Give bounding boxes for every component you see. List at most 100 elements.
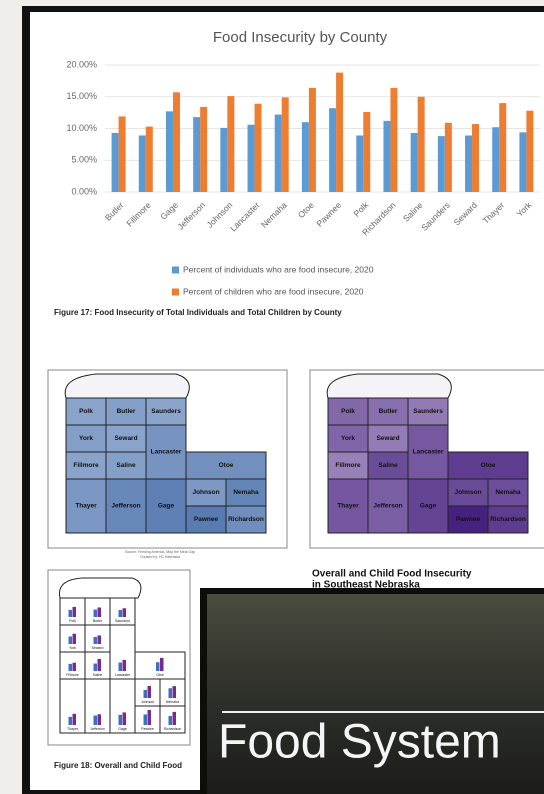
y-tick-label: 10.00% <box>66 123 97 133</box>
county-label: Richardson <box>164 727 182 731</box>
bar <box>526 111 533 192</box>
county-label: Otoe <box>481 462 496 469</box>
bar <box>220 128 227 192</box>
legend-label: Percent of individuals who are food inse… <box>183 264 374 274</box>
bar <box>336 73 343 192</box>
map-outline <box>327 374 451 398</box>
bar <box>119 116 126 192</box>
map-title: Overall and Child Food Insecurity <box>312 569 472 580</box>
county-label: Lancaster <box>115 673 131 677</box>
mini-bar <box>156 662 160 671</box>
mini-bar <box>94 637 98 644</box>
bar <box>302 122 309 192</box>
caption: Figure 18: Overall and Child Food <box>54 761 182 770</box>
mini-bar <box>98 607 102 617</box>
county-label: York <box>341 435 355 442</box>
mini-bar <box>94 716 98 725</box>
county-label: Fillmore <box>66 673 78 677</box>
bar <box>383 121 390 192</box>
y-tick-label: 15.00% <box>66 91 97 101</box>
county-label: Saunders <box>115 619 130 623</box>
bar <box>472 124 479 192</box>
mini-bar <box>173 712 177 725</box>
legend-swatch <box>172 289 179 296</box>
bar <box>166 111 173 192</box>
bar <box>492 127 499 192</box>
mini-bar <box>144 690 148 698</box>
bar <box>139 135 146 192</box>
county-label: Saunders <box>151 408 181 415</box>
y-tick-label: 20.00% <box>66 59 97 69</box>
mini-bar <box>98 714 102 725</box>
bar <box>465 135 472 192</box>
mini-bar <box>69 610 73 617</box>
county-label: Butler <box>379 408 398 415</box>
mini-bar <box>73 714 77 725</box>
mini-bar <box>148 686 152 698</box>
county-label: Gage <box>158 503 175 510</box>
bar <box>112 133 119 192</box>
chart-title: Food Insecurity by County <box>213 29 388 46</box>
county-label: Thayer <box>75 503 97 510</box>
mini-bar <box>160 658 164 671</box>
county-label: Saunders <box>413 408 443 415</box>
county-label: Johnson <box>192 489 219 496</box>
bar <box>275 115 282 192</box>
mini-bar <box>73 607 77 617</box>
county-label: Lancaster <box>413 449 444 456</box>
county-label: Otoe <box>156 673 164 677</box>
mini-bar <box>148 710 152 725</box>
mini-bar <box>123 608 127 617</box>
bar <box>329 108 336 192</box>
county-label: York <box>79 435 93 442</box>
bar <box>255 104 262 192</box>
mini-bar <box>123 660 127 671</box>
county-label: Seward <box>376 435 399 442</box>
county-label: Gage <box>118 727 127 731</box>
mini-bar <box>169 716 173 725</box>
county-label: Johnson <box>454 489 481 496</box>
bar <box>248 125 255 192</box>
bar <box>309 88 316 192</box>
bar <box>146 127 153 192</box>
legend-label: Percent of children who are food insecur… <box>183 286 364 296</box>
county-label: Saline <box>93 673 103 677</box>
county-label: Saline <box>378 462 398 469</box>
county-label: Thayer <box>337 503 359 510</box>
county-label: Fillmore <box>335 462 361 469</box>
mini-bar <box>69 636 73 644</box>
cover-photo: Food System <box>200 588 544 794</box>
county-label: Saline <box>116 462 136 469</box>
y-tick-label: 0.00% <box>71 186 97 196</box>
county-label: Pawnee <box>456 516 481 523</box>
county-label: Gage <box>420 503 437 510</box>
county-label: Thayer <box>67 727 79 731</box>
bar <box>173 92 180 192</box>
source-note: Created by: HC Nebraska <box>140 555 180 559</box>
bar <box>438 136 445 192</box>
county-label: Jefferson <box>90 727 104 731</box>
county-label: Lancaster <box>151 449 182 456</box>
county-label: Nemaha <box>233 489 259 496</box>
map-outline <box>65 374 189 398</box>
bar <box>411 133 418 192</box>
cover-title: Food System <box>218 716 501 769</box>
county-label: Seward <box>92 646 104 650</box>
mini-bar <box>119 715 123 725</box>
bar <box>418 97 425 192</box>
county-label: Seward <box>114 435 137 442</box>
county-label: Nemaha <box>166 700 179 704</box>
mini-bar <box>98 659 102 671</box>
bar <box>356 135 363 192</box>
county-label: Butler <box>117 408 136 415</box>
county-label: Polk <box>79 408 93 415</box>
mini-bar <box>73 663 77 671</box>
mini-bar <box>123 712 127 725</box>
bar <box>363 112 370 192</box>
county-label: Pawnee <box>194 516 219 523</box>
county-label: Nemaha <box>495 489 521 496</box>
map-outline <box>59 578 140 598</box>
county-label: Richardson <box>490 516 526 523</box>
mini-bar <box>119 610 123 617</box>
county-label: Otoe <box>219 462 234 469</box>
